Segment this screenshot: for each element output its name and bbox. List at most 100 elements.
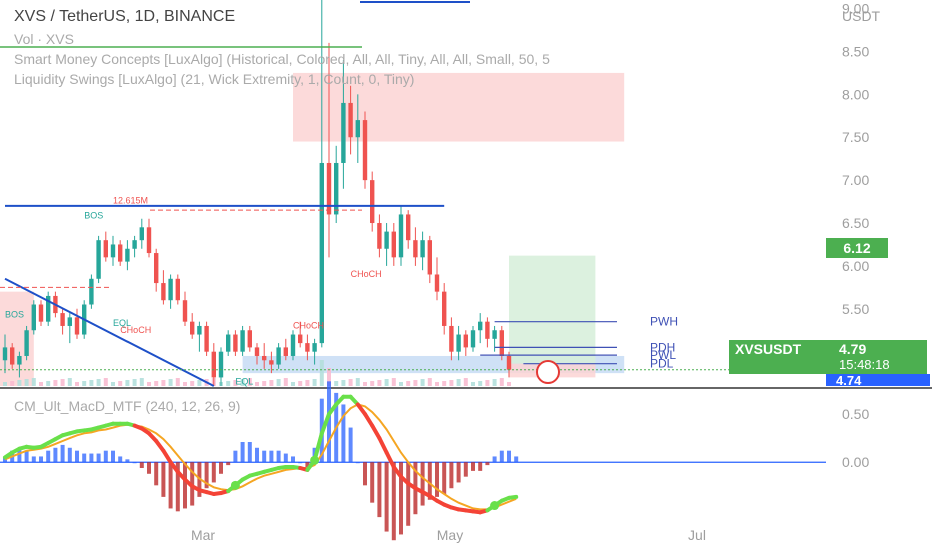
macd-histogram-bar	[175, 462, 180, 512]
candle-body	[312, 343, 317, 352]
macd-histogram-bar	[269, 450, 274, 463]
macd-line-segment	[507, 494, 519, 500]
macd-histogram-bar	[485, 462, 490, 466]
macd-histogram-bar	[226, 462, 231, 466]
volume-bar	[348, 379, 353, 386]
macd-histogram-bar	[492, 456, 497, 463]
macd-histogram-bar	[53, 447, 58, 463]
macd-histogram-bar	[168, 462, 173, 509]
volume-bar	[67, 378, 72, 386]
volume-bar	[139, 378, 144, 386]
volume-bar	[478, 381, 483, 386]
macd-histogram-bar	[420, 462, 425, 506]
zone-long-target	[509, 255, 596, 364]
macd-histogram-bar	[370, 462, 375, 503]
macd-line-segment	[168, 460, 180, 474]
annotation-label: CHoCH	[120, 325, 151, 335]
macd-histogram-bar	[478, 462, 483, 471]
candle-body	[370, 180, 375, 224]
candle-body	[406, 214, 411, 241]
candle-body	[463, 334, 468, 348]
candle-body	[110, 244, 116, 258]
macd-histogram-bar	[435, 462, 439, 497]
candle-body	[204, 325, 209, 352]
volume-bar	[82, 381, 87, 386]
macd-histogram-bar	[103, 450, 108, 463]
macd-histogram-bar	[262, 450, 267, 463]
macd-histogram-bar	[305, 462, 310, 468]
macd-histogram-bar	[442, 462, 447, 494]
annotation-label: PWL	[650, 348, 676, 362]
macd-line-segment	[154, 439, 166, 453]
macd-histogram-bar	[46, 450, 51, 463]
candle-body	[413, 240, 418, 258]
volume-bar	[190, 381, 195, 386]
candle-body	[348, 102, 353, 138]
candle-body	[456, 334, 461, 352]
macd-histogram-bar	[75, 450, 79, 463]
countdown-tag: 15:48:18	[839, 357, 890, 372]
candle-body	[283, 347, 288, 356]
macd-histogram-bar	[427, 462, 432, 500]
price-tick-label: 9.00	[842, 1, 869, 17]
candle-body	[154, 253, 159, 284]
volume-bar	[499, 378, 504, 386]
volume-bar	[363, 382, 367, 386]
candle-body	[326, 162, 332, 215]
macd-histogram-bar	[348, 427, 353, 463]
candle-body	[398, 214, 404, 258]
candle-body	[362, 120, 368, 181]
candle-body	[125, 248, 130, 262]
price-axis-unit: USDT	[842, 8, 881, 24]
candle-body	[103, 240, 108, 258]
macd-histogram-bar	[67, 447, 72, 463]
candle-body	[168, 278, 173, 301]
zone-supply	[293, 72, 625, 142]
volume-bar	[96, 379, 101, 386]
candle-body	[427, 240, 432, 275]
macd-histogram-bar	[298, 462, 303, 464]
volume-bar	[355, 378, 360, 386]
macd-line-segment	[377, 436, 389, 455]
price-tick-label: 5.50	[842, 301, 869, 317]
volume-bar	[3, 382, 7, 386]
macd-line-segment	[370, 423, 382, 441]
candle-body	[118, 244, 123, 262]
volume-bar	[240, 379, 245, 386]
volume-bar	[168, 379, 173, 386]
candle-body	[182, 300, 188, 322]
volume-bar	[305, 380, 310, 386]
candle-body	[226, 334, 231, 352]
volume-bar	[442, 381, 447, 386]
volume-bar	[485, 380, 490, 386]
volume-bar	[111, 382, 115, 386]
macd-histogram-bar	[118, 456, 123, 463]
volume-bar	[89, 380, 94, 386]
candle-body	[298, 334, 303, 344]
volume-bar	[147, 382, 151, 386]
price-tick-label: 8.50	[842, 43, 869, 59]
volume-bar	[399, 382, 403, 386]
candle-body	[478, 321, 483, 331]
flag-icon	[536, 360, 560, 384]
candle-body	[254, 347, 260, 356]
volume-bar	[370, 381, 375, 386]
macd-histogram-bar	[377, 462, 382, 518]
volume-bar	[175, 378, 180, 386]
volume-bar	[118, 381, 123, 386]
macd-line-segment	[161, 448, 173, 465]
candle-body	[262, 355, 267, 361]
volume-legend: Vol · XVS	[14, 31, 74, 47]
volume-bar	[298, 381, 303, 386]
macd-histogram-bar	[283, 453, 288, 463]
macd-histogram-bar	[60, 444, 65, 463]
candle-body	[442, 291, 447, 326]
volume-bar	[449, 380, 454, 386]
macd-histogram-bar	[341, 404, 346, 463]
macd-line-segment	[319, 412, 331, 436]
candle-body	[146, 227, 152, 254]
macd-histogram-bar	[355, 462, 360, 464]
macd-line-segment	[312, 431, 324, 463]
macd-histogram-bar	[240, 442, 245, 463]
